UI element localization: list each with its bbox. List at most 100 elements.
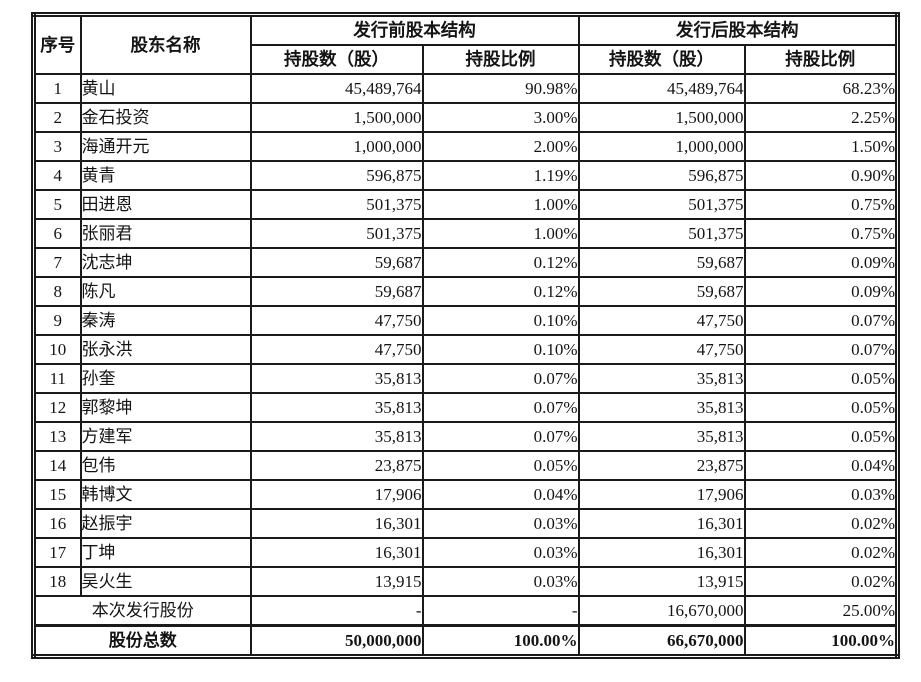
cell-pre-ratio: 0.07% [421, 421, 580, 452]
cell-post-ratio: 0.02% [743, 566, 899, 597]
cell-post-ratio: 0.03% [743, 479, 899, 510]
cell-pre-ratio: 1.00% [421, 189, 580, 220]
cell-pre-ratio: 0.03% [421, 508, 580, 539]
total-row: 股份总数 50,000,000 100.00% 66,670,000 100.0… [32, 624, 899, 658]
cell-post-ratio: 2.25% [743, 102, 899, 133]
cell-shareholder-name: 黄青 [79, 160, 252, 191]
cell-pre-ratio: 2.00% [421, 131, 580, 162]
cell-shareholder-name: 沈志坤 [79, 247, 252, 278]
cell-post-shares: 1,000,000 [577, 131, 746, 162]
cell-post-shares: 45,489,764 [577, 73, 746, 104]
cell-post-ratio: 0.09% [743, 276, 899, 307]
cell-post-shares: 501,375 [577, 218, 746, 249]
table-row: 10 张永洪 47,750 0.10% 47,750 0.07% [32, 334, 899, 365]
cell-index: 17 [32, 537, 82, 568]
header-pre-ratio: 持股比例 [421, 44, 580, 75]
cell-post-ratio: 0.05% [743, 392, 899, 423]
cell-post-ratio: 0.05% [743, 421, 899, 452]
cell-post-shares: 35,813 [577, 363, 746, 394]
cell-issue-label: 本次发行股份 [32, 595, 252, 627]
cell-index: 5 [32, 189, 82, 220]
cell-pre-ratio: 1.19% [421, 160, 580, 191]
cell-issue-post-ratio: 25.00% [743, 595, 899, 627]
cell-shareholder-name: 陈凡 [79, 276, 252, 307]
cell-post-ratio: 0.75% [743, 189, 899, 220]
cell-pre-shares: 13,915 [249, 566, 424, 597]
table-row: 8 陈凡 59,687 0.12% 59,687 0.09% [32, 276, 899, 307]
cell-shareholder-name: 丁坤 [79, 537, 252, 568]
cell-total-post-ratio: 100.00% [743, 624, 899, 658]
header-shareholder-name: 股东名称 [79, 13, 252, 75]
cell-index: 18 [32, 566, 82, 597]
header-row-subcolumns: 持股数（股） 持股比例 持股数（股） 持股比例 [34, 44, 899, 75]
cell-index: 7 [32, 247, 82, 278]
header-post-shares: 持股数（股） [577, 44, 746, 75]
cell-shareholder-name: 海通开元 [79, 131, 252, 162]
cell-total-post-shares: 66,670,000 [577, 624, 746, 658]
header-index: 序号 [32, 13, 82, 75]
table-row: 18 吴火生 13,915 0.03% 13,915 0.02% [32, 566, 899, 597]
table-row: 5 田进恩 501,375 1.00% 501,375 0.75% [32, 189, 899, 220]
cell-pre-ratio: 90.98% [421, 73, 580, 104]
cell-pre-shares: 47,750 [249, 305, 424, 336]
cell-post-shares: 47,750 [577, 334, 746, 365]
cell-issue-pre-shares: - [249, 595, 424, 627]
table-row: 11 孙奎 35,813 0.07% 35,813 0.05% [32, 363, 899, 394]
cell-post-ratio: 0.90% [743, 160, 899, 191]
cell-shareholder-name: 田进恩 [79, 189, 252, 220]
table-footer: 本次发行股份 - - 16,670,000 25.00% 股份总数 50,000… [32, 595, 899, 658]
cell-post-ratio: 0.05% [743, 363, 899, 394]
cell-shareholder-name: 方建军 [79, 421, 252, 452]
cell-post-ratio: 0.07% [743, 334, 899, 365]
header-pre-shares: 持股数（股） [249, 44, 424, 75]
cell-pre-ratio: 0.12% [421, 276, 580, 307]
table-body: 1 黄山 45,489,764 90.98% 45,489,764 68.23%… [32, 73, 899, 597]
cell-index: 9 [32, 305, 82, 336]
header-row-groups: 序号 股东名称 发行前股本结构 发行后股本结构 [32, 13, 899, 75]
cell-index: 3 [32, 131, 82, 162]
table-row: 16 赵振宇 16,301 0.03% 16,301 0.02% [32, 508, 899, 539]
cell-pre-ratio: 1.00% [421, 218, 580, 249]
cell-shareholder-name: 包伟 [79, 450, 252, 481]
cell-pre-ratio: 0.03% [421, 566, 580, 597]
cell-post-shares: 35,813 [577, 392, 746, 423]
cell-post-ratio: 0.09% [743, 247, 899, 278]
cell-index: 1 [32, 73, 82, 104]
table-row: 17 丁坤 16,301 0.03% 16,301 0.02% [32, 537, 899, 568]
cell-pre-shares: 23,875 [249, 450, 424, 481]
cell-shareholder-name: 赵振宇 [79, 508, 252, 539]
cell-post-shares: 13,915 [577, 566, 746, 597]
cell-post-shares: 16,301 [577, 508, 746, 539]
issue-row: 本次发行股份 - - 16,670,000 25.00% [32, 595, 899, 627]
cell-pre-ratio: 0.04% [421, 479, 580, 510]
cell-pre-ratio: 0.07% [421, 363, 580, 394]
cell-post-ratio: 0.02% [743, 508, 899, 539]
cell-post-shares: 35,813 [577, 421, 746, 452]
cell-post-ratio: 68.23% [743, 73, 899, 104]
share-structure-table: 序号 股东名称 发行前股本结构 发行后股本结构 持股数（股） 持股比例 持股数（… [31, 12, 900, 659]
cell-issue-post-shares: 16,670,000 [577, 595, 746, 627]
cell-pre-ratio: 0.03% [421, 537, 580, 568]
cell-pre-shares: 16,301 [249, 537, 424, 568]
cell-index: 13 [32, 421, 82, 452]
cell-shareholder-name: 黄山 [79, 73, 252, 104]
cell-post-ratio: 0.04% [743, 450, 899, 481]
cell-pre-ratio: 0.10% [421, 334, 580, 365]
cell-post-shares: 47,750 [577, 305, 746, 336]
table-row: 7 沈志坤 59,687 0.12% 59,687 0.09% [32, 247, 899, 278]
cell-index: 14 [32, 450, 82, 481]
cell-shareholder-name: 吴火生 [79, 566, 252, 597]
cell-index: 6 [32, 218, 82, 249]
cell-shareholder-name: 金石投资 [79, 102, 252, 133]
cell-pre-shares: 596,875 [249, 160, 424, 191]
cell-index: 4 [32, 160, 82, 191]
table-row: 3 海通开元 1,000,000 2.00% 1,000,000 1.50% [32, 131, 899, 162]
table-row: 2 金石投资 1,500,000 3.00% 1,500,000 2.25% [32, 102, 899, 133]
header-post-ratio: 持股比例 [743, 44, 899, 75]
cell-index: 2 [32, 102, 82, 133]
cell-pre-shares: 501,375 [249, 189, 424, 220]
cell-post-shares: 23,875 [577, 450, 746, 481]
cell-post-shares: 16,301 [577, 537, 746, 568]
cell-total-label: 股份总数 [32, 624, 252, 658]
